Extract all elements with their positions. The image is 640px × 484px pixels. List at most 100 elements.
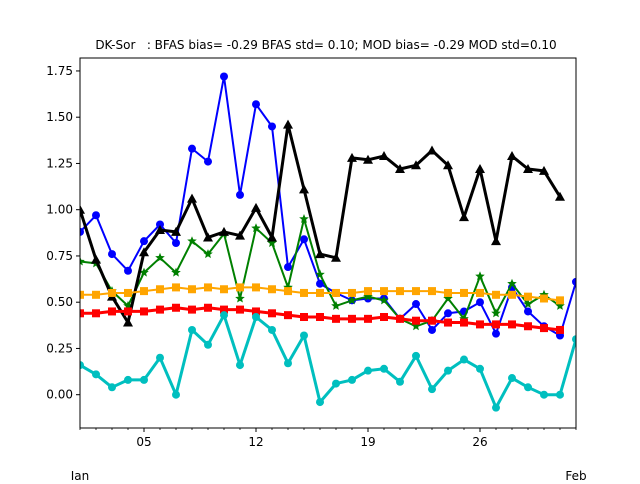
data-point xyxy=(80,290,84,299)
data-point xyxy=(411,321,421,331)
data-point xyxy=(411,160,421,170)
data-point xyxy=(444,288,452,297)
data-point xyxy=(508,320,516,329)
data-point xyxy=(300,288,308,297)
data-point xyxy=(491,236,501,246)
data-point xyxy=(572,277,576,286)
data-point xyxy=(444,309,452,318)
y-tick-label: 1.25 xyxy=(46,156,73,170)
data-point xyxy=(460,318,468,327)
data-point xyxy=(539,165,549,175)
data-point xyxy=(235,230,245,240)
data-point xyxy=(220,285,228,294)
data-point xyxy=(204,303,212,312)
data-point xyxy=(140,237,148,246)
data-point xyxy=(156,285,164,294)
data-point xyxy=(555,191,565,201)
data-point xyxy=(156,305,164,314)
data-point xyxy=(380,313,388,321)
data-point xyxy=(427,145,437,155)
data-point xyxy=(139,267,149,277)
data-point xyxy=(460,355,468,364)
data-point xyxy=(236,190,244,199)
data-point xyxy=(572,335,576,344)
data-point xyxy=(236,283,244,292)
x-month-label: Jan xyxy=(70,469,90,480)
data-point xyxy=(268,325,276,334)
data-point xyxy=(428,316,436,325)
y-tick-label: 1.50 xyxy=(46,110,73,124)
data-point xyxy=(140,287,148,296)
data-point xyxy=(80,256,85,266)
data-point xyxy=(476,298,484,307)
data-point xyxy=(108,307,116,316)
data-point xyxy=(316,288,324,297)
data-point xyxy=(299,184,309,194)
data-point xyxy=(460,288,468,297)
data-point xyxy=(172,390,180,399)
data-point xyxy=(315,269,325,279)
data-point xyxy=(220,72,228,81)
data-point xyxy=(80,204,85,214)
data-point xyxy=(364,366,372,375)
data-point xyxy=(379,295,389,305)
x-tick-label: 19 xyxy=(360,435,375,449)
x-month-label: Feb xyxy=(565,469,586,480)
data-point xyxy=(492,290,500,299)
data-point xyxy=(187,236,197,246)
data-point xyxy=(315,249,325,259)
data-point xyxy=(204,157,212,166)
x-tick-label: 26 xyxy=(472,435,487,449)
data-point xyxy=(332,288,340,297)
data-point xyxy=(348,288,356,297)
data-point xyxy=(172,303,180,312)
data-point xyxy=(540,324,548,333)
data-point xyxy=(220,305,228,314)
data-point xyxy=(412,300,420,309)
data-point xyxy=(108,288,116,297)
data-point xyxy=(508,374,516,383)
data-point xyxy=(363,154,373,164)
data-point xyxy=(555,300,565,310)
data-point xyxy=(524,307,532,316)
data-point xyxy=(396,377,404,386)
data-point xyxy=(300,313,308,321)
data-point xyxy=(539,289,549,299)
data-point xyxy=(428,287,436,296)
data-point xyxy=(80,227,84,236)
data-point xyxy=(187,193,197,203)
y-axis: 0.00 0.25 0.50 0.75 1.00 1.25 1.50 1.75 xyxy=(46,64,80,402)
series-3 xyxy=(80,283,564,305)
data-point xyxy=(380,287,388,296)
data-point xyxy=(124,266,132,275)
data-point xyxy=(251,202,261,212)
data-point xyxy=(347,152,357,162)
series-line xyxy=(80,313,576,410)
data-point xyxy=(540,390,548,399)
data-point xyxy=(491,308,501,318)
plot-frame xyxy=(79,57,577,429)
data-point xyxy=(428,385,436,394)
data-point xyxy=(251,223,261,233)
data-point xyxy=(124,288,132,297)
data-point xyxy=(252,307,260,316)
data-point xyxy=(92,370,100,379)
data-point xyxy=(300,235,308,244)
data-point xyxy=(524,383,532,392)
data-point xyxy=(204,340,212,349)
data-point xyxy=(316,279,324,288)
data-point xyxy=(92,211,100,220)
data-point xyxy=(172,283,180,292)
data-point xyxy=(204,283,212,292)
data-point xyxy=(523,299,533,309)
data-point xyxy=(252,313,260,321)
data-point xyxy=(108,383,116,392)
data-point xyxy=(123,317,133,327)
data-point xyxy=(412,287,420,296)
plot-area xyxy=(80,72,576,412)
x-tick-label: 12 xyxy=(248,435,263,449)
data-point xyxy=(139,247,149,257)
data-point xyxy=(348,375,356,384)
